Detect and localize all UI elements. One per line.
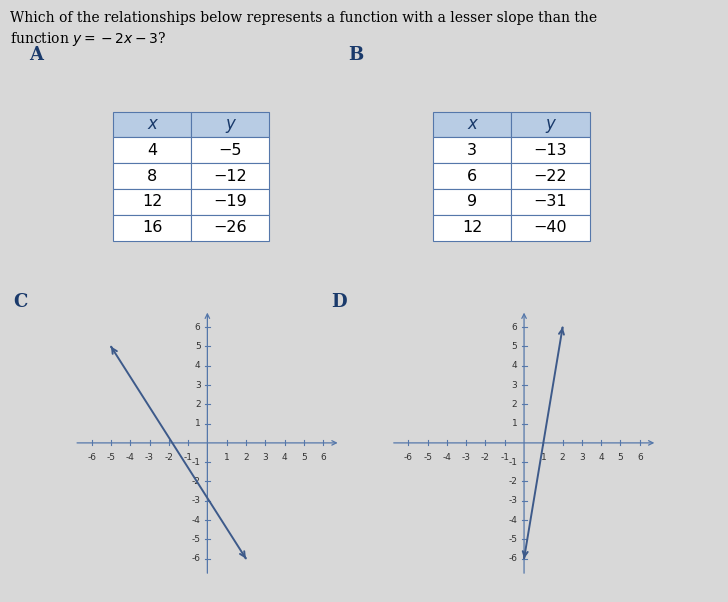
Text: 4: 4 [512,361,518,370]
Text: Which of the relationships below represents a function with a lesser slope than : Which of the relationships below represe… [10,11,597,25]
Text: 2: 2 [512,400,518,409]
Text: function $y=-2x-3$?: function $y=-2x-3$? [10,30,167,48]
Text: -6: -6 [508,554,518,563]
Text: -2: -2 [191,477,201,486]
Text: 1: 1 [195,419,201,428]
Text: -6: -6 [191,554,201,563]
Text: -6: -6 [87,453,96,462]
Text: -2: -2 [481,453,490,462]
Text: 3: 3 [579,453,585,462]
Text: -3: -3 [462,453,471,462]
Text: D: D [331,293,347,311]
Text: -1: -1 [183,453,193,462]
Text: -5: -5 [191,535,201,544]
Text: 5: 5 [512,342,518,351]
Text: 4: 4 [282,453,288,462]
Text: 5: 5 [195,342,201,351]
Text: -3: -3 [191,496,201,505]
Text: 1: 1 [540,453,546,462]
Text: 1: 1 [512,419,518,428]
Text: 2: 2 [195,400,201,409]
Text: -1: -1 [500,453,510,462]
Text: C: C [13,293,28,311]
Text: -4: -4 [508,515,518,524]
Text: -5: -5 [106,453,116,462]
Text: 5: 5 [301,453,306,462]
Text: 4: 4 [598,453,604,462]
Text: 6: 6 [320,453,326,462]
Text: -2: -2 [508,477,518,486]
Text: 6: 6 [195,323,201,332]
Text: A: A [29,46,43,64]
Text: -6: -6 [404,453,413,462]
Text: 1: 1 [223,453,229,462]
Text: 2: 2 [243,453,249,462]
Text: 2: 2 [560,453,566,462]
Text: 3: 3 [512,380,518,389]
Text: -5: -5 [423,453,432,462]
Text: 4: 4 [195,361,201,370]
Text: -4: -4 [126,453,135,462]
Text: -5: -5 [508,535,518,544]
Text: -3: -3 [145,453,154,462]
Text: -3: -3 [508,496,518,505]
Text: B: B [348,46,363,64]
Text: 6: 6 [637,453,643,462]
Text: -1: -1 [191,458,201,467]
Text: 6: 6 [512,323,518,332]
Text: 3: 3 [195,380,201,389]
Text: -2: -2 [165,453,173,462]
Text: 3: 3 [262,453,268,462]
Text: -4: -4 [443,453,451,462]
Text: 5: 5 [617,453,623,462]
Text: -4: -4 [191,515,201,524]
Text: -1: -1 [508,458,518,467]
